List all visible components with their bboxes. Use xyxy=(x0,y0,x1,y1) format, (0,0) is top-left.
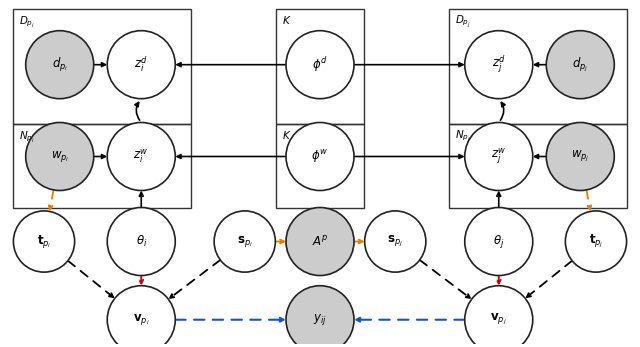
Bar xyxy=(276,124,364,208)
Text: $D_{p_i}$: $D_{p_i}$ xyxy=(19,14,35,28)
Ellipse shape xyxy=(286,208,354,276)
Ellipse shape xyxy=(465,286,532,347)
Bar xyxy=(276,9,364,124)
Text: $d_{p_j}$: $d_{p_j}$ xyxy=(572,56,588,74)
Text: $z_i^d$: $z_i^d$ xyxy=(134,55,148,74)
Ellipse shape xyxy=(214,211,275,272)
Ellipse shape xyxy=(108,208,175,276)
Ellipse shape xyxy=(26,31,93,99)
Text: $\mathbf{t}_{p_i}$: $\mathbf{t}_{p_i}$ xyxy=(36,233,51,250)
Text: $\mathbf{t}_{p_j}$: $\mathbf{t}_{p_j}$ xyxy=(589,233,604,250)
Ellipse shape xyxy=(547,31,614,99)
Ellipse shape xyxy=(365,211,426,272)
Text: $\theta_i$: $\theta_i$ xyxy=(136,234,147,249)
Ellipse shape xyxy=(465,31,532,99)
Ellipse shape xyxy=(13,211,75,272)
Ellipse shape xyxy=(286,122,354,191)
Text: $\phi^w$: $\phi^w$ xyxy=(311,148,329,165)
Bar xyxy=(13,9,191,124)
Ellipse shape xyxy=(547,122,614,191)
Text: $w_{p_i}$: $w_{p_i}$ xyxy=(51,149,69,164)
Text: $\mathbf{s}_{p_j}$: $\mathbf{s}_{p_j}$ xyxy=(387,234,403,249)
Text: $N_{p_i}$: $N_{p_i}$ xyxy=(19,129,35,144)
Ellipse shape xyxy=(286,286,354,347)
Text: $\mathbf{v}_{p_j}$: $\mathbf{v}_{p_j}$ xyxy=(490,312,507,327)
Text: $\theta_j$: $\theta_j$ xyxy=(493,233,504,250)
Text: $\mathbf{s}_{p_i}$: $\mathbf{s}_{p_i}$ xyxy=(237,234,253,249)
Text: $K$: $K$ xyxy=(282,14,292,26)
Ellipse shape xyxy=(108,286,175,347)
Bar xyxy=(13,124,191,208)
Ellipse shape xyxy=(286,31,354,99)
Text: $\mathbf{v}_{p_i}$: $\mathbf{v}_{p_i}$ xyxy=(133,312,150,327)
Bar xyxy=(449,124,627,208)
Text: $N_{p_j}$: $N_{p_j}$ xyxy=(455,129,470,145)
Text: $K$: $K$ xyxy=(282,129,292,141)
Ellipse shape xyxy=(465,122,532,191)
Text: $y_{ij}$: $y_{ij}$ xyxy=(313,312,327,327)
Text: $\phi^d$: $\phi^d$ xyxy=(312,55,328,74)
Text: $A^p$: $A^p$ xyxy=(312,235,328,248)
Ellipse shape xyxy=(565,211,627,272)
Text: $d_{p_i}$: $d_{p_i}$ xyxy=(52,56,68,74)
Bar xyxy=(449,9,627,124)
Text: $z_j^w$: $z_j^w$ xyxy=(491,147,506,166)
Ellipse shape xyxy=(465,208,532,276)
Text: $z_i^w$: $z_i^w$ xyxy=(134,148,149,165)
Text: $w_{p_j}$: $w_{p_j}$ xyxy=(571,149,589,164)
Ellipse shape xyxy=(108,31,175,99)
FancyArrowPatch shape xyxy=(500,102,505,120)
FancyArrowPatch shape xyxy=(135,102,140,120)
Text: $z_j^d$: $z_j^d$ xyxy=(492,54,506,75)
Ellipse shape xyxy=(108,122,175,191)
Ellipse shape xyxy=(26,122,93,191)
Text: $D_{p_j}$: $D_{p_j}$ xyxy=(455,14,471,30)
